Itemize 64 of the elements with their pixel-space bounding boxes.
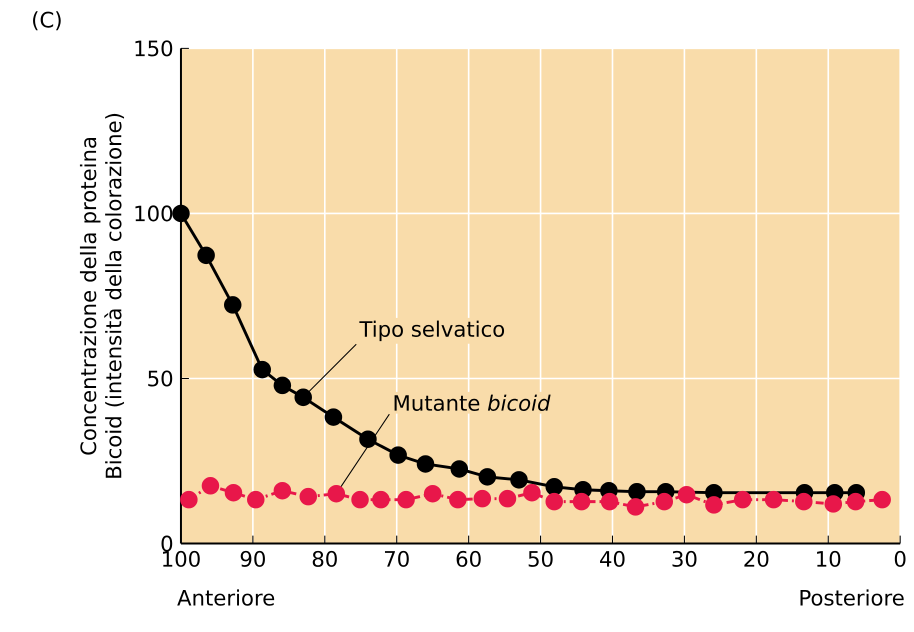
point bbox=[180, 490, 198, 508]
x-tick-label: 20 bbox=[744, 550, 768, 567]
point bbox=[224, 296, 242, 314]
point bbox=[359, 430, 377, 448]
x-tick-label: 30 bbox=[672, 550, 696, 567]
y-axis-title: Concentrazione della proteina Bicoid (intensità della colorazione) bbox=[80, 114, 124, 478]
point bbox=[424, 484, 442, 502]
point bbox=[523, 484, 541, 502]
point bbox=[300, 488, 318, 506]
x-tick-label: 50 bbox=[528, 550, 553, 567]
point bbox=[172, 204, 190, 222]
point bbox=[474, 490, 492, 508]
point bbox=[202, 476, 220, 494]
point bbox=[656, 492, 674, 510]
x-tick-label: 0 bbox=[894, 550, 906, 567]
point bbox=[678, 486, 696, 504]
point bbox=[372, 490, 390, 508]
point bbox=[846, 492, 864, 510]
point bbox=[449, 490, 467, 508]
point bbox=[389, 446, 407, 464]
text: Posteriore bbox=[800, 589, 904, 606]
point bbox=[824, 495, 842, 512]
point bbox=[478, 468, 496, 486]
point bbox=[253, 360, 271, 378]
y-tick-label: 100 bbox=[135, 205, 172, 222]
point bbox=[795, 492, 813, 510]
x-tick-label: 80 bbox=[312, 550, 337, 567]
point bbox=[274, 376, 292, 394]
annotation: Tipo selvatico bbox=[359, 320, 504, 341]
point bbox=[397, 490, 415, 508]
point bbox=[247, 490, 265, 508]
x-tick-label: 90 bbox=[240, 550, 265, 567]
x-tick-label: 70 bbox=[384, 550, 409, 567]
x-tick-label: 10 bbox=[817, 550, 840, 567]
point bbox=[450, 460, 468, 478]
point bbox=[628, 482, 646, 500]
point bbox=[324, 408, 342, 426]
point bbox=[873, 490, 891, 508]
x-tick-label: 40 bbox=[600, 550, 625, 567]
point bbox=[294, 388, 312, 406]
y-tick-label: 0 bbox=[162, 535, 172, 552]
text: Anteriore bbox=[177, 589, 274, 606]
annotation: Mutante bicoid bbox=[394, 394, 551, 411]
point bbox=[545, 492, 563, 510]
y-tick-label: 150 bbox=[135, 40, 172, 56]
point bbox=[545, 478, 563, 496]
point bbox=[705, 496, 723, 514]
point bbox=[734, 490, 752, 508]
point bbox=[224, 484, 242, 502]
point bbox=[572, 492, 590, 510]
point bbox=[416, 455, 434, 473]
point bbox=[328, 484, 346, 502]
point bbox=[274, 482, 292, 500]
text: (C) bbox=[33, 11, 61, 30]
point bbox=[626, 498, 644, 516]
point bbox=[498, 490, 516, 508]
x-tick-label: 60 bbox=[456, 550, 481, 567]
point bbox=[764, 490, 782, 508]
x-tick-label: 100 bbox=[163, 550, 200, 567]
point bbox=[600, 492, 618, 510]
point bbox=[351, 490, 369, 508]
point bbox=[197, 246, 215, 264]
y-tick-label: 50 bbox=[148, 370, 172, 386]
point bbox=[510, 470, 528, 488]
